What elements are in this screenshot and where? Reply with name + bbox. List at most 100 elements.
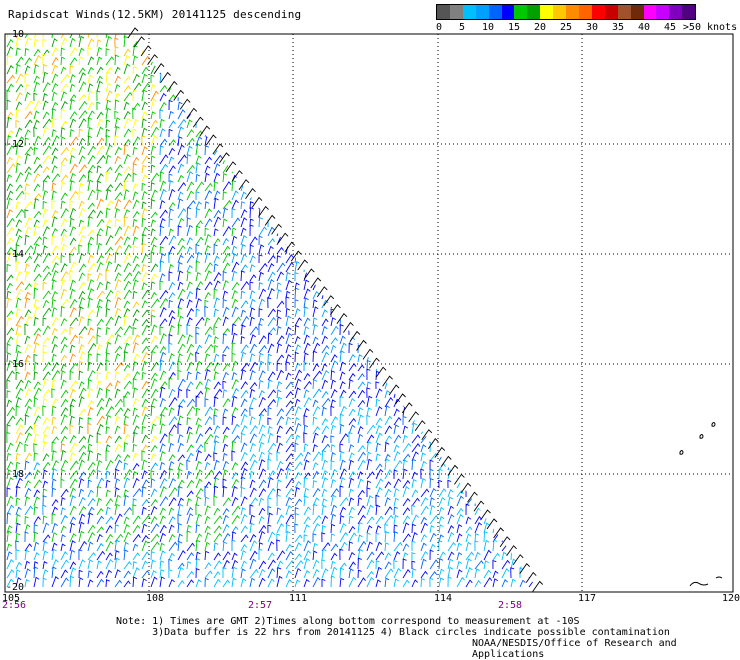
wind-barb [501, 145, 510, 156]
wind-barb [141, 253, 149, 264]
wind-barb [375, 119, 384, 129]
wind-barb [357, 497, 363, 507]
wind-barb [447, 171, 453, 183]
wind-barb [114, 380, 121, 390]
wind-barb [195, 308, 200, 318]
edge-barb [232, 170, 243, 182]
wind-barb [303, 46, 309, 57]
wind-barb [474, 486, 482, 498]
wind-barb [105, 71, 111, 84]
wind-barb [204, 577, 209, 588]
wind-barb [168, 578, 175, 588]
wind-barb [384, 415, 393, 426]
wind-barb [6, 190, 14, 201]
wind-barb [240, 110, 248, 120]
wind-barb [537, 297, 540, 309]
wind-barb [186, 361, 195, 372]
wind-barb [114, 468, 120, 480]
wind-barb [96, 343, 103, 354]
wind-barb [528, 161, 533, 174]
wind-barb [168, 281, 176, 291]
wind-barb [141, 208, 148, 219]
edge-barb [225, 161, 237, 173]
wind-barb [528, 425, 533, 435]
wind-barb [78, 164, 88, 174]
wind-barb [6, 399, 13, 408]
wind-barb [240, 507, 246, 516]
wind-barb [528, 343, 537, 354]
wind-barb [150, 172, 160, 183]
edge-barb [303, 268, 315, 280]
wind-barb [357, 57, 365, 66]
wind-barb [375, 164, 380, 174]
wind-barb [321, 498, 327, 507]
wind-barb [510, 423, 518, 435]
edge-barb [395, 393, 406, 405]
wind-barb [33, 193, 42, 201]
wind-barb [465, 423, 471, 435]
wind-barb [51, 468, 58, 480]
wind-barb [528, 453, 534, 462]
wind-barb [51, 369, 61, 381]
wind-barb [456, 237, 464, 246]
wind-barb [69, 83, 76, 93]
wind-barb [42, 166, 50, 174]
wind-barb [96, 469, 102, 480]
wind-barb [105, 470, 111, 480]
wind-barb [105, 326, 111, 336]
wind-barb [429, 99, 438, 111]
wind-barb [321, 46, 330, 57]
wind-barb [456, 55, 466, 66]
island-2 [699, 434, 704, 439]
wind-barb [429, 128, 439, 138]
wind-barb [114, 494, 121, 507]
wind-barb [519, 139, 527, 147]
wind-barb [51, 57, 59, 66]
wind-barb [285, 487, 295, 498]
wind-barb [258, 548, 263, 560]
wind-barb [87, 101, 95, 111]
wind-barb [447, 450, 456, 462]
wind-barb [267, 165, 274, 174]
wind-barb [348, 36, 354, 48]
wind-barb [123, 153, 131, 165]
wind-barb [348, 568, 354, 579]
wind-barb [51, 522, 58, 534]
wind-barb [348, 515, 354, 525]
wind-barb [294, 480, 302, 489]
wind-barb [222, 129, 230, 138]
wind-barb [276, 316, 282, 327]
wind-barb [285, 406, 295, 417]
wind-barb [528, 405, 537, 417]
wind-barb [87, 216, 93, 228]
wind-barb [357, 254, 365, 264]
wind-barb [276, 289, 282, 300]
wind-barb [429, 549, 434, 561]
wind-barb [294, 344, 301, 354]
wind-barb [483, 416, 493, 426]
wind-barb [78, 200, 85, 210]
wind-barb [402, 352, 407, 363]
wind-barb [42, 299, 50, 309]
wind-barb [267, 48, 273, 57]
wind-barb [393, 514, 399, 525]
wind-barb [33, 34, 41, 39]
wind-barb [105, 506, 111, 516]
wind-barb [375, 541, 383, 552]
wind-barb [60, 271, 69, 282]
wind-barb [249, 290, 256, 300]
wind-barb [168, 460, 175, 471]
wind-barb [537, 360, 540, 372]
wind-barb [177, 533, 183, 543]
wind-barb [267, 182, 273, 192]
wind-barb [123, 289, 132, 300]
wind-barb [492, 75, 500, 84]
wind-barb [159, 397, 166, 408]
wind-barb [78, 451, 87, 462]
wind-barb [177, 497, 184, 507]
wind-barb [348, 417, 357, 426]
wind-barb [456, 405, 464, 417]
wind-barb [276, 415, 285, 426]
wind-barb [177, 109, 186, 120]
wind-barb [429, 370, 435, 381]
